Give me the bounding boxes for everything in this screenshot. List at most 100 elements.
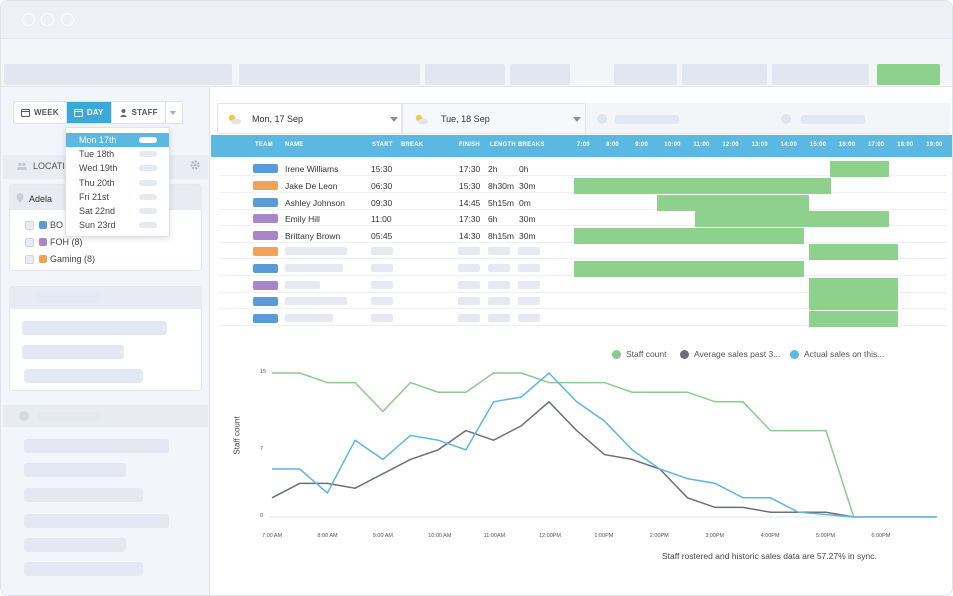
checkbox[interactable] (25, 220, 34, 230)
filter-item[interactable]: Gaming (8) (25, 254, 95, 264)
x-tick-label: 11:00AM (483, 533, 506, 539)
placeholder-breaks (518, 297, 540, 305)
day-selector-placeholder[interactable] (801, 115, 865, 124)
maximize-window-icon[interactable] (61, 13, 74, 26)
toolbar-placeholder-2[interactable] (239, 64, 420, 85)
view-tabs: WEEK DAY STAFF (13, 101, 183, 124)
x-tick-label: 10:00 AM (428, 533, 452, 539)
sun-cloud-icon (415, 114, 428, 124)
dropdown-item[interactable]: Tue 18th (66, 147, 169, 161)
cell-length: 2h (488, 164, 498, 174)
dropdown-item[interactable]: Wed 19th (66, 161, 169, 175)
dropdown-item[interactable]: Mon 17th (66, 133, 169, 148)
cell-breaks: 30m (519, 181, 536, 191)
shift-bar[interactable] (809, 311, 898, 327)
placeholder-breaks (518, 314, 540, 322)
placeholder-start (371, 264, 393, 272)
table-row[interactable] (219, 194, 947, 210)
tab-staff[interactable]: STAFF (112, 102, 166, 123)
placeholder-name (285, 247, 347, 255)
minimize-window-icon[interactable] (41, 13, 54, 26)
tab-more-dropdown[interactable] (166, 102, 182, 123)
x-tick-label: 2:00PM (649, 533, 669, 539)
filter-item[interactable]: BO (25, 220, 63, 230)
header-break: BREAK (401, 142, 424, 148)
team-color-swatch (253, 231, 278, 240)
placeholder-name (285, 264, 343, 272)
hour-tick: 10:00 (664, 142, 681, 148)
placeholder-length (488, 297, 510, 305)
table-row[interactable] (219, 243, 947, 259)
toolbar-placeholder-1[interactable] (4, 64, 232, 85)
placeholder-finish (458, 297, 480, 305)
placeholder-name (285, 281, 320, 289)
day-selector-placeholder[interactable] (615, 115, 679, 124)
cell-name: Irene Williams (285, 164, 339, 174)
dropdown-item[interactable]: Fri 21st (66, 190, 169, 204)
chevron-down-icon (573, 117, 581, 122)
table-row[interactable] (219, 160, 947, 176)
placeholder-length (488, 314, 510, 322)
dropdown-item[interactable]: Thu 20th (66, 176, 169, 190)
chevron-down-icon (169, 110, 176, 115)
shift-bar[interactable] (809, 278, 898, 294)
shift-bar[interactable] (574, 261, 804, 277)
publish-button[interactable] (877, 64, 940, 85)
shift-bar[interactable] (657, 195, 809, 211)
team-color-swatch (253, 198, 278, 207)
checkbox[interactable] (25, 254, 34, 264)
shift-bar[interactable] (574, 228, 804, 244)
cell-start: 05:45 (371, 231, 393, 241)
team-color-swatch (253, 314, 278, 323)
cell-name: Ashley Johnson (285, 198, 346, 208)
toolbar-placeholder-4[interactable] (510, 64, 570, 85)
table-row[interactable] (219, 310, 947, 326)
tab-week[interactable]: WEEK (14, 102, 67, 123)
team-color-swatch (253, 181, 278, 190)
toolbar-placeholder-5[interactable] (614, 64, 677, 85)
table-row[interactable] (219, 277, 947, 293)
placeholder-icon (597, 114, 607, 124)
day-selector-tue[interactable]: Tue, 18 Sep (402, 103, 586, 134)
checkbox[interactable] (25, 237, 34, 247)
toolbar-placeholder-6[interactable] (682, 64, 767, 85)
legend-staff-count: Staff count (612, 349, 666, 359)
toolbar-placeholder-7[interactable] (772, 64, 869, 85)
team-color-swatch (253, 264, 278, 273)
dropdown-pill (139, 137, 157, 143)
dropdown-item[interactable]: Sun 23rd (66, 218, 169, 232)
cell-finish: 15:30 (459, 181, 481, 191)
gear-icon[interactable] (189, 159, 201, 171)
y-tick-label: 0 (260, 513, 264, 519)
hour-tick: 14:00 (780, 142, 798, 148)
dropdown-pill (139, 193, 157, 200)
title-bar (1, 1, 952, 39)
table-row[interactable] (219, 293, 947, 309)
placeholder-finish (458, 314, 480, 322)
shift-bar[interactable] (809, 244, 898, 260)
x-tick-label: 6:00PM (871, 533, 891, 539)
cell-finish: 17:30 (459, 164, 481, 174)
hour-tick: 9:00 (635, 142, 648, 148)
x-tick-label: 9:00 AM (372, 533, 393, 539)
table-row[interactable] (219, 210, 947, 226)
shift-bar[interactable] (574, 178, 831, 194)
cell-length: 6h (488, 214, 498, 224)
filter-item[interactable]: FOH (8) (25, 237, 83, 247)
dropdown-item[interactable]: Sat 22nd (66, 204, 169, 218)
placeholder-start (371, 281, 393, 289)
header-name: NAME (285, 142, 304, 148)
header-team: TEAM (255, 142, 273, 148)
dropdown-pill (139, 207, 157, 214)
tab-day[interactable]: DAY (66, 102, 112, 123)
hour-tick: 18:00 (897, 142, 914, 148)
toolbar-placeholder-3[interactable] (425, 64, 505, 85)
cell-length: 8h30m (488, 181, 514, 191)
close-window-icon[interactable] (22, 13, 35, 26)
placeholder-finish (458, 264, 480, 272)
shift-bar[interactable] (809, 294, 898, 310)
shift-bar[interactable] (695, 211, 889, 227)
day-selector-mon[interactable]: Mon, 17 Sep (217, 103, 402, 134)
shift-bar[interactable] (830, 161, 889, 177)
